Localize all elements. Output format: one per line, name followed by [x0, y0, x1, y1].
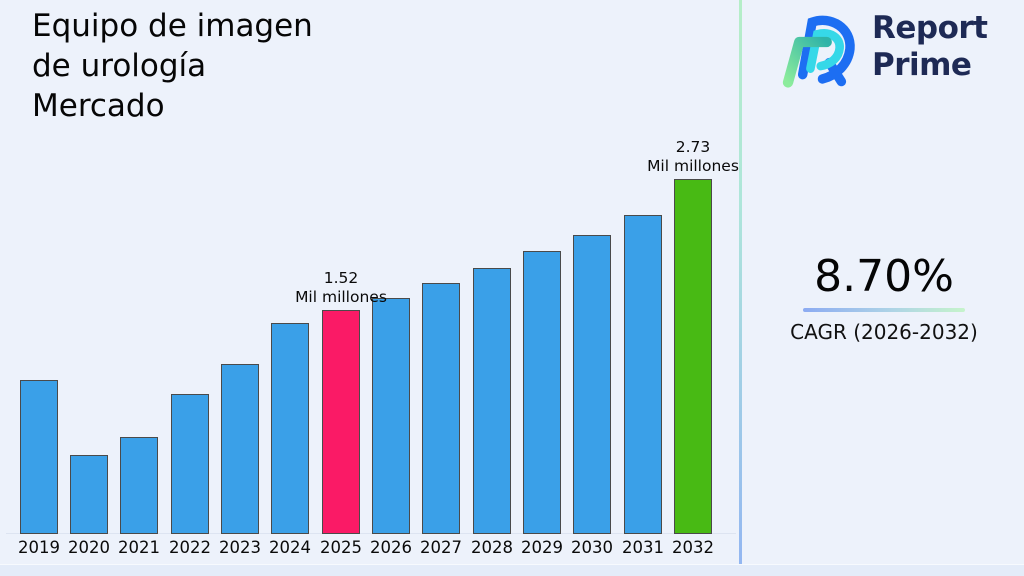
cagr-label: CAGR (2026-2032): [790, 320, 978, 344]
bar-2030: [573, 235, 611, 534]
x-tick-label-2031: 2031: [622, 538, 664, 557]
x-tick-label-2032: 2032: [672, 538, 714, 557]
data-label-2025: 1.52 Mil millones: [295, 269, 387, 306]
cagr-block: 8.70% CAGR (2026-2032): [774, 248, 994, 344]
x-tick-label-2024: 2024: [269, 538, 311, 557]
x-tick-label-2030: 2030: [571, 538, 613, 557]
bar-2024: [271, 323, 309, 534]
cagr-underline: [803, 308, 965, 312]
bar-2026: [372, 298, 410, 534]
x-tick-label-2019: 2019: [18, 538, 60, 557]
page-title: Equipo de imagen de urología Mercado: [32, 8, 313, 124]
bar-chart: 2019 2020 2021 2022 2023 2024 2025 2026 2027 2028…: [6, 138, 739, 557]
brand-name: Report Prime: [872, 10, 988, 83]
x-axis-line: [6, 533, 736, 534]
bar-2020: [70, 455, 108, 534]
x-tick-label-2025: 2025: [320, 538, 362, 557]
x-tick-label-2029: 2029: [521, 538, 563, 557]
bar-2022: [171, 394, 209, 534]
vertical-divider: [739, 0, 742, 576]
bar-2028: [473, 268, 511, 534]
x-tick-label-2021: 2021: [118, 538, 160, 557]
data-label-2032: 2.73 Mil millones: [647, 138, 739, 175]
bar-2029: [523, 251, 561, 534]
bar-2031: [624, 215, 662, 534]
bar-2019: [20, 380, 58, 534]
cagr-value: 8.70%: [814, 251, 954, 302]
x-tick-label-2020: 2020: [68, 538, 110, 557]
x-tick-label-2028: 2028: [471, 538, 513, 557]
bottom-strip: [0, 564, 1024, 576]
bar-2032: [674, 179, 712, 534]
x-tick-label-2023: 2023: [219, 538, 261, 557]
bar-2027: [422, 283, 460, 534]
brand-logo: Report Prime: [776, 8, 988, 88]
report-prime-logo-icon: [782, 15, 855, 88]
x-tick-label-2026: 2026: [370, 538, 412, 557]
bar-2023: [221, 364, 259, 534]
x-tick-label-2022: 2022: [169, 538, 211, 557]
bar-2021: [120, 437, 158, 534]
x-tick-label-2027: 2027: [420, 538, 462, 557]
bar-2025: [322, 310, 360, 534]
